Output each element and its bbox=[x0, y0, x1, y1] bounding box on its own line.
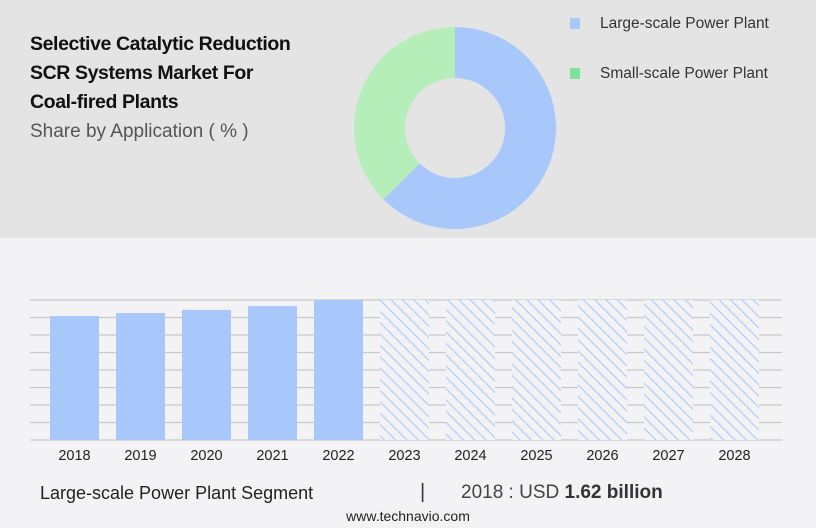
x-tick-label: 2024 bbox=[454, 448, 486, 464]
bar-2018 bbox=[50, 316, 99, 440]
donut-chart bbox=[353, 27, 556, 229]
x-tick-label: 2018 bbox=[58, 448, 90, 464]
bar-2026 bbox=[578, 300, 627, 440]
x-tick-label: 2027 bbox=[652, 448, 684, 464]
bar-2028 bbox=[710, 300, 759, 440]
bar-2023 bbox=[380, 300, 429, 440]
legend-label: Small-scale Power Plant bbox=[600, 65, 768, 82]
separator: | bbox=[420, 481, 426, 503]
donut-slice-large bbox=[383, 27, 556, 229]
bars bbox=[50, 300, 759, 440]
title-line: Coal-fired Plants bbox=[30, 91, 179, 113]
bar-2025 bbox=[512, 300, 561, 440]
x-tick-label: 2019 bbox=[124, 448, 156, 464]
x-tick-label: 2028 bbox=[718, 448, 750, 464]
x-tick-label: 2025 bbox=[520, 448, 552, 464]
chart-title: Selective Catalytic Reduction SCR System… bbox=[30, 30, 291, 117]
x-tick-label: 2026 bbox=[586, 448, 618, 464]
legend-item-large: Large-scale Power Plant bbox=[570, 15, 769, 33]
x-tick-label: 2020 bbox=[190, 448, 222, 464]
x-tick-label: 2023 bbox=[388, 448, 420, 464]
chart-subtitle: Share by Application ( % ) bbox=[30, 121, 249, 142]
bar-2024 bbox=[446, 300, 495, 440]
segment-value: 2018 : USD 1.62 billion bbox=[461, 482, 663, 504]
donut-slice-small bbox=[353, 27, 455, 200]
bar-2022 bbox=[314, 300, 363, 440]
segment-label: Large-scale Power Plant Segment bbox=[40, 483, 314, 503]
legend-label: Large-scale Power Plant bbox=[600, 15, 769, 32]
source-url: www.technavio.com bbox=[346, 508, 470, 524]
legend-swatch bbox=[570, 68, 580, 79]
x-tick-label: 2021 bbox=[256, 448, 288, 464]
value-amount: 1.62 billion bbox=[564, 482, 663, 503]
title-line: Selective Catalytic Reduction bbox=[30, 33, 291, 55]
bar-2019 bbox=[116, 313, 165, 440]
legend-swatch bbox=[570, 18, 580, 29]
title-line: SCR Systems Market For bbox=[30, 62, 254, 84]
bar-2027 bbox=[644, 300, 693, 440]
value-prefix: 2018 : USD bbox=[461, 482, 560, 503]
bar-2020 bbox=[182, 309, 231, 440]
legend-item-small: Small-scale Power Plant bbox=[570, 65, 768, 83]
x-tick-label: 2022 bbox=[322, 448, 354, 464]
x-axis-ticks: 2018 2019 2020 2021 2022 2023 2024 2025 2026 2027… bbox=[58, 448, 750, 464]
bar-2021 bbox=[248, 306, 297, 440]
